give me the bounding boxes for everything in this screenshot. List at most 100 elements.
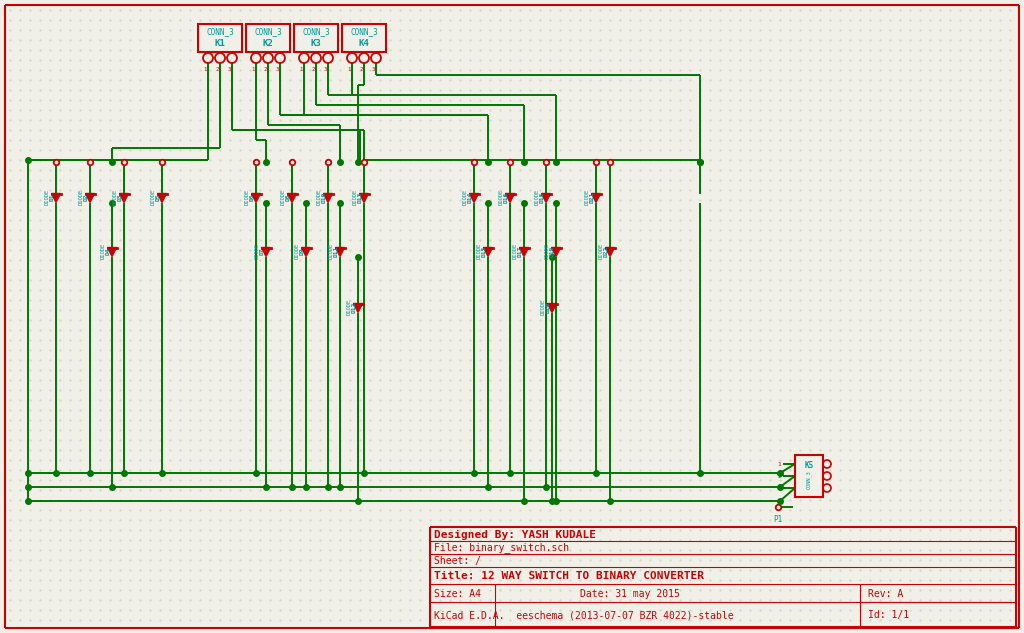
- Text: DIODE: DIODE: [255, 243, 259, 259]
- Polygon shape: [483, 248, 493, 256]
- Text: D4: D4: [105, 248, 111, 254]
- Text: P1: P1: [773, 515, 782, 524]
- Text: D8: D8: [286, 193, 291, 201]
- Text: K5: K5: [805, 460, 814, 470]
- Text: 2: 2: [311, 67, 314, 72]
- Text: DIODE: DIODE: [113, 189, 118, 205]
- Text: K1: K1: [215, 39, 225, 49]
- Text: 2: 2: [777, 473, 781, 479]
- Text: D13: D13: [357, 191, 362, 203]
- Text: File: binary_switch.sch: File: binary_switch.sch: [434, 542, 569, 553]
- Text: K3: K3: [310, 39, 322, 49]
- Polygon shape: [85, 194, 94, 203]
- Text: CONN_3: CONN_3: [254, 27, 282, 37]
- Polygon shape: [51, 194, 60, 203]
- Polygon shape: [359, 194, 369, 203]
- Polygon shape: [548, 303, 556, 313]
- Text: DIODE: DIODE: [463, 189, 468, 205]
- Text: D12: D12: [351, 301, 356, 313]
- Text: Rev: A: Rev: A: [868, 589, 903, 599]
- Text: DIODE: DIODE: [585, 189, 590, 205]
- Text: D17: D17: [517, 246, 522, 256]
- Polygon shape: [261, 248, 270, 256]
- Text: Title: 12 WAY SWITCH TO BINARY CONVERTER: Title: 12 WAY SWITCH TO BINARY CONVERTER: [434, 571, 705, 581]
- Text: Id: 1/1: Id: 1/1: [868, 610, 909, 620]
- Polygon shape: [324, 194, 333, 203]
- Polygon shape: [592, 194, 600, 203]
- Text: Designed By: YASH KUDALE: Designed By: YASH KUDALE: [434, 530, 596, 540]
- Text: DIODE: DIODE: [44, 189, 49, 205]
- Text: CONN_3: CONN_3: [806, 470, 812, 489]
- Bar: [294, 24, 338, 52]
- Text: Date: 31 may 2015: Date: 31 may 2015: [580, 589, 680, 599]
- Polygon shape: [542, 194, 551, 203]
- Text: 3: 3: [777, 486, 781, 491]
- Bar: [246, 24, 290, 52]
- Text: CONN_3: CONN_3: [350, 27, 378, 37]
- Text: DIODE: DIODE: [598, 243, 603, 259]
- Polygon shape: [301, 248, 310, 256]
- Text: DIODE: DIODE: [346, 299, 351, 315]
- Polygon shape: [252, 194, 260, 203]
- Text: DIODE: DIODE: [512, 243, 517, 259]
- Text: DIODE: DIODE: [541, 299, 546, 315]
- Text: D6: D6: [250, 193, 255, 201]
- Text: 3: 3: [275, 67, 279, 72]
- Text: D1: D1: [49, 193, 54, 201]
- Text: DIODE: DIODE: [535, 189, 540, 205]
- Polygon shape: [108, 248, 117, 256]
- Text: 1: 1: [777, 461, 781, 467]
- Text: D2: D2: [84, 193, 88, 201]
- Bar: [198, 24, 242, 52]
- Text: D20: D20: [546, 301, 551, 313]
- Text: D22: D22: [603, 246, 608, 256]
- Text: D19: D19: [550, 246, 555, 256]
- Text: DIODE: DIODE: [329, 243, 334, 259]
- Text: D9: D9: [299, 248, 304, 254]
- Text: 2: 2: [263, 67, 266, 72]
- Text: 3: 3: [372, 67, 375, 72]
- Text: D7: D7: [259, 248, 264, 254]
- Text: DIODE: DIODE: [245, 189, 250, 205]
- Text: K2: K2: [262, 39, 273, 49]
- Text: D15: D15: [481, 246, 486, 256]
- Text: 1: 1: [347, 67, 350, 72]
- Text: 3: 3: [324, 67, 327, 72]
- Text: DIODE: DIODE: [295, 243, 299, 259]
- Polygon shape: [469, 194, 478, 203]
- Text: DIODE: DIODE: [499, 189, 504, 205]
- Text: 2: 2: [215, 67, 219, 72]
- Text: D21: D21: [590, 191, 595, 203]
- Bar: [342, 24, 386, 52]
- Text: Size: A4: Size: A4: [434, 589, 481, 599]
- Text: D3: D3: [118, 193, 123, 201]
- Polygon shape: [120, 194, 128, 203]
- Text: DIODE: DIODE: [476, 243, 481, 259]
- Text: D10: D10: [322, 191, 327, 203]
- Text: DIODE: DIODE: [352, 189, 357, 205]
- Text: 3: 3: [227, 67, 230, 72]
- Text: K4: K4: [358, 39, 370, 49]
- Text: D18: D18: [540, 191, 545, 203]
- Text: D11: D11: [334, 246, 339, 256]
- Polygon shape: [605, 248, 614, 256]
- Text: 1: 1: [299, 67, 303, 72]
- Polygon shape: [506, 194, 514, 203]
- Text: DIODE: DIODE: [281, 189, 286, 205]
- Polygon shape: [288, 194, 297, 203]
- Text: CONN_3: CONN_3: [302, 27, 330, 37]
- Polygon shape: [336, 248, 344, 256]
- Text: D14: D14: [468, 191, 472, 203]
- Text: 2: 2: [359, 67, 362, 72]
- Polygon shape: [519, 248, 528, 256]
- Polygon shape: [552, 248, 560, 256]
- Text: D5: D5: [156, 193, 161, 201]
- Text: 1: 1: [251, 67, 255, 72]
- Text: DIODE: DIODE: [100, 243, 105, 259]
- Text: DIODE: DIODE: [545, 243, 550, 259]
- Text: Sheet: /: Sheet: /: [434, 556, 481, 566]
- Polygon shape: [158, 194, 167, 203]
- Text: DIODE: DIODE: [151, 189, 156, 205]
- Bar: [795, 455, 823, 497]
- Text: DIODE: DIODE: [79, 189, 84, 205]
